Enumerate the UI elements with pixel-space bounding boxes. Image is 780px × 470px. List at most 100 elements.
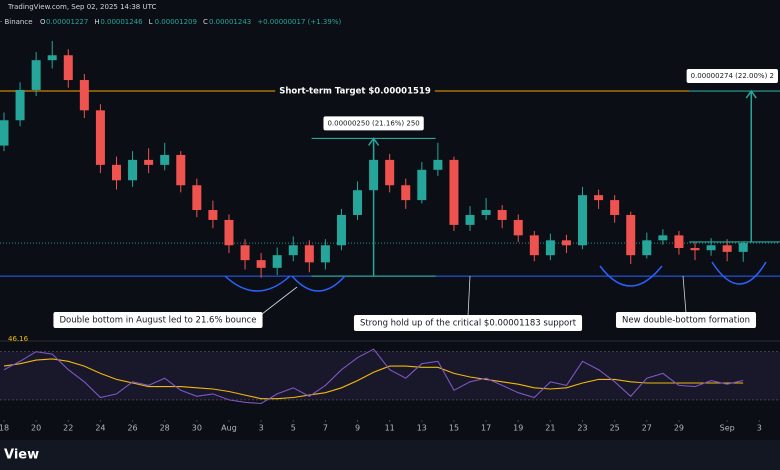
x-tick-label: 20 (31, 424, 41, 433)
x-tick-label: 29 (674, 424, 684, 433)
arc (599, 265, 663, 287)
x-tick-label: 22 (63, 424, 73, 433)
candle-body (513, 219, 523, 236)
candle-body (192, 185, 202, 211)
candle-body (465, 214, 475, 225)
rsi-pane: 46.16 (0, 335, 780, 405)
candle-body (578, 195, 588, 246)
x-tick-label: 24 (95, 424, 105, 433)
callout-box (615, 312, 757, 328)
candle-body (738, 243, 748, 252)
exchange: · Binance (0, 18, 33, 26)
candle-body (111, 164, 121, 181)
candle-body (417, 169, 427, 201)
arc (224, 275, 291, 292)
x-tick-label: 3 (757, 424, 762, 433)
x-tick-label: 21 (545, 424, 555, 433)
candle-body (63, 55, 73, 81)
pointer (261, 286, 298, 315)
candle-body (240, 245, 250, 261)
x-tick-label: 5 (291, 424, 296, 433)
candle-body (208, 210, 218, 220)
ohlc-label: L (149, 18, 153, 26)
ohlc-label: O (40, 18, 46, 26)
candle-body (626, 214, 636, 256)
candle-body (15, 89, 25, 121)
ohlc-label: H (94, 18, 99, 26)
candle-body (224, 219, 234, 246)
measure-label-bg (323, 116, 424, 131)
candle-body (674, 235, 684, 249)
level-label-bg (275, 85, 435, 98)
x-tick-label: 19 (513, 424, 523, 433)
x-tick-label: 13 (417, 424, 427, 433)
candle-body (529, 235, 539, 256)
candle-body (561, 240, 571, 246)
rsi-line (3, 348, 744, 405)
arcs (224, 261, 767, 292)
candle-body (610, 200, 620, 215)
candle-body (95, 110, 105, 165)
candle-body (658, 235, 668, 241)
level-label: Short-term Target $0.00001519 (279, 87, 431, 97)
arc (711, 261, 767, 285)
candle-body (160, 154, 170, 165)
x-tick-label: 26 (127, 424, 137, 433)
change: +0.00000017 (+1.39%) (257, 18, 341, 26)
candle-body (272, 255, 282, 268)
x-tick-label: 17 (481, 424, 491, 433)
ohlc-value: 0.00001227 (46, 18, 88, 26)
callout-box (353, 315, 583, 331)
pointer (467, 275, 471, 317)
x-tick-label: 25 (610, 424, 620, 433)
candle-body (545, 240, 555, 256)
x-tick-label: 18 (0, 424, 9, 433)
x-tick-label: 27 (642, 424, 652, 433)
candle-body (176, 154, 186, 186)
x-tick-label: 9 (355, 424, 360, 433)
candle-body (497, 210, 507, 220)
pointer (682, 275, 687, 314)
ohlc-label: C (203, 18, 208, 26)
x-tick-label: 23 (577, 424, 587, 433)
candle-body (706, 245, 716, 251)
x-tick-label: Aug (221, 424, 237, 433)
measure-label-bg (686, 69, 778, 84)
x-tick-label: Sep (720, 424, 735, 433)
brand: View (4, 448, 39, 463)
candle-body (320, 245, 330, 263)
callout-box (53, 312, 263, 328)
candle-body (449, 159, 459, 225)
x-tick-label: 30 (192, 424, 202, 433)
callout: Double bottom in August led to 21.6% bou… (59, 316, 256, 326)
rsi-band (0, 351, 780, 400)
candle-body (481, 210, 491, 215)
header: TradingView.com, Sep 02, 2025 14:38 UTC (7, 3, 156, 11)
candle-body (594, 195, 604, 201)
rsi-label: 46.16 (8, 335, 29, 343)
ohlc-value: 0.00001209 (155, 18, 197, 26)
x-tick-label: 11 (385, 424, 395, 433)
x-tick-label: 28 (160, 424, 170, 433)
candle-body (144, 159, 154, 165)
x-tick-label: 7 (323, 424, 328, 433)
price-pane: Short-term Target $0.00001519 0.00000250 … (0, 40, 780, 278)
arrow-head (367, 137, 380, 146)
candle-body (336, 214, 346, 246)
arc (291, 275, 346, 292)
footer-bar (0, 440, 780, 470)
candle-body (0, 120, 9, 146)
candle-body (722, 245, 732, 252)
arrow-head (745, 89, 757, 99)
candle-body (353, 190, 363, 215)
candle-body (288, 245, 298, 256)
rsi-ma-line (3, 358, 744, 400)
pointers (261, 275, 687, 317)
candle-body (385, 159, 395, 186)
ohlc-value: 0.00001243 (209, 18, 251, 26)
measure-label: 0.00000274 (22.00%) 2 (691, 72, 774, 80)
callout: New double-bottom formation (622, 316, 750, 326)
candle-body (128, 159, 138, 181)
